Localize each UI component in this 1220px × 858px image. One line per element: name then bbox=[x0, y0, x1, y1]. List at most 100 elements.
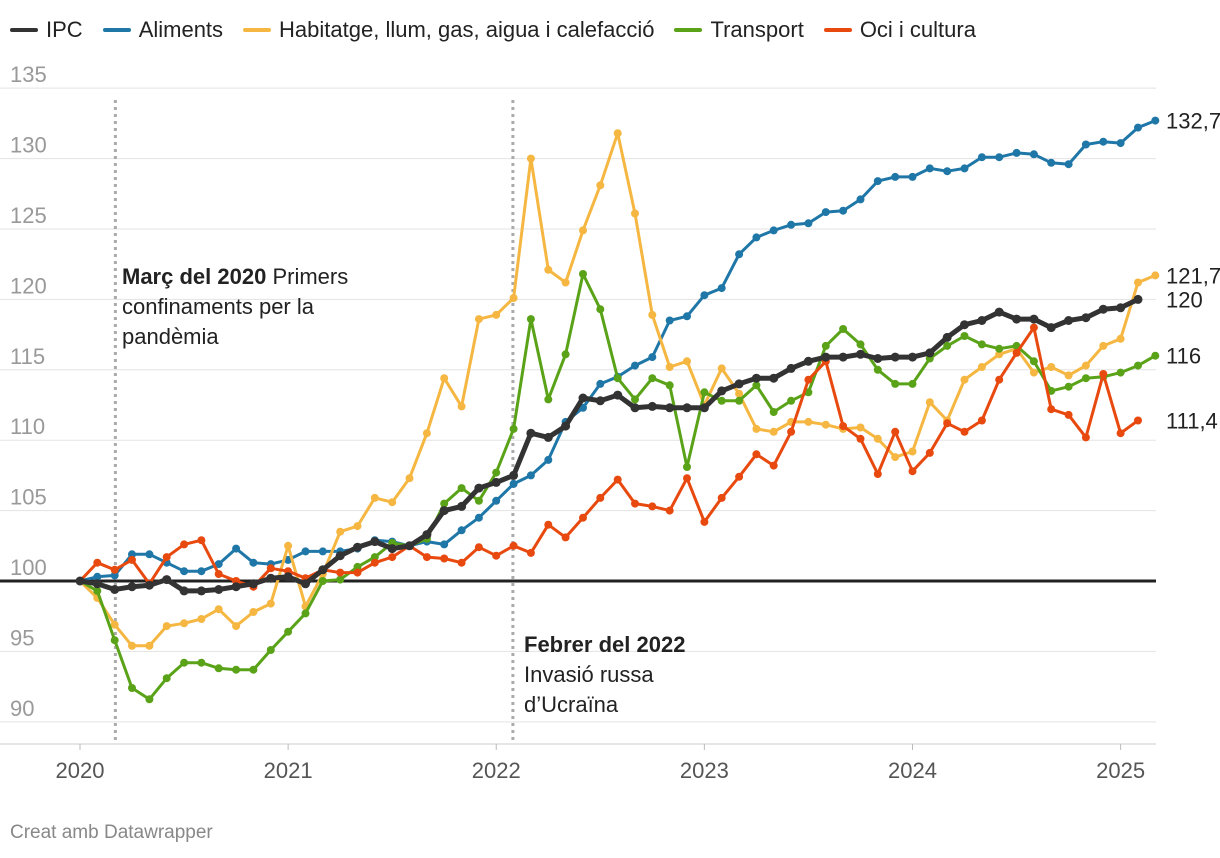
y-tick-label: 125 bbox=[10, 203, 47, 228]
data-point bbox=[977, 416, 986, 425]
data-point bbox=[457, 558, 466, 567]
data-point bbox=[509, 424, 518, 433]
data-point bbox=[1116, 334, 1125, 343]
data-point bbox=[699, 403, 709, 413]
data-point bbox=[787, 396, 796, 405]
legend-item: Transport bbox=[674, 17, 804, 43]
data-point bbox=[942, 332, 952, 342]
data-point bbox=[787, 220, 796, 229]
data-point bbox=[995, 375, 1004, 384]
data-point bbox=[1029, 150, 1038, 159]
data-point bbox=[249, 665, 258, 674]
data-point bbox=[1012, 148, 1021, 157]
series-aliments bbox=[76, 116, 1160, 585]
legend-label: Transport bbox=[710, 17, 804, 42]
data-point bbox=[1116, 139, 1125, 148]
data-point bbox=[474, 496, 483, 505]
data-point bbox=[544, 455, 553, 464]
data-point bbox=[266, 599, 275, 608]
annotation-march-2020: Març del 2020 Primers confinaments per l… bbox=[122, 262, 392, 352]
data-point bbox=[700, 517, 709, 526]
data-point bbox=[596, 181, 605, 190]
x-tick-label: 2020 bbox=[56, 758, 105, 783]
data-point bbox=[630, 403, 640, 413]
data-point bbox=[544, 395, 553, 404]
legend-swatch bbox=[243, 28, 272, 32]
data-point bbox=[1134, 416, 1142, 425]
data-point bbox=[232, 665, 241, 674]
data-point bbox=[214, 664, 223, 673]
data-point bbox=[995, 153, 1004, 162]
data-point bbox=[214, 605, 223, 614]
data-point bbox=[977, 153, 986, 162]
data-point bbox=[891, 427, 900, 436]
x-tick-label: 2022 bbox=[472, 758, 521, 783]
data-point bbox=[144, 580, 154, 590]
data-point bbox=[631, 395, 639, 404]
data-point bbox=[474, 483, 484, 493]
data-point bbox=[544, 520, 553, 529]
data-point bbox=[232, 544, 241, 553]
data-point bbox=[388, 553, 397, 562]
data-point bbox=[682, 403, 692, 413]
data-point bbox=[925, 164, 934, 173]
data-point bbox=[145, 695, 154, 704]
data-point bbox=[526, 471, 535, 480]
data-point bbox=[735, 396, 744, 405]
data-point bbox=[266, 573, 276, 583]
y-tick-label: 95 bbox=[10, 625, 34, 650]
data-point bbox=[93, 572, 102, 581]
data-point bbox=[509, 470, 519, 480]
annotation-february-2022: Febrer del 2022 Invasió russa d’Ucraïna bbox=[524, 630, 714, 720]
data-point bbox=[370, 537, 380, 547]
legend-label: Oci i cultura bbox=[859, 17, 976, 42]
legend-swatch bbox=[823, 28, 852, 32]
data-point bbox=[1081, 313, 1091, 323]
data-point bbox=[613, 475, 622, 484]
data-point bbox=[75, 576, 85, 586]
y-tick-label: 105 bbox=[10, 485, 47, 510]
data-point bbox=[873, 470, 882, 478]
legend-label: Aliments bbox=[138, 17, 224, 42]
data-point bbox=[631, 499, 639, 508]
data-point bbox=[1081, 361, 1090, 370]
data-point bbox=[180, 540, 189, 549]
data-point bbox=[839, 325, 848, 333]
data-point bbox=[1064, 316, 1074, 325]
data-point bbox=[994, 307, 1004, 317]
x-tick-label: 2024 bbox=[888, 758, 937, 783]
data-point bbox=[908, 447, 917, 456]
data-point bbox=[960, 164, 969, 173]
data-point bbox=[1081, 140, 1090, 149]
y-tick-label: 135 bbox=[10, 62, 47, 87]
data-point bbox=[214, 570, 223, 578]
data-point bbox=[752, 381, 761, 390]
data-point bbox=[856, 195, 865, 204]
end-label: 121,7 bbox=[1166, 263, 1220, 288]
data-point bbox=[804, 375, 813, 384]
data-point bbox=[839, 422, 848, 431]
data-point bbox=[370, 493, 379, 502]
data-point bbox=[110, 565, 119, 574]
y-tick-label: 110 bbox=[10, 414, 45, 439]
data-point bbox=[422, 530, 432, 540]
data-point bbox=[1116, 429, 1125, 438]
data-point bbox=[196, 586, 206, 596]
data-point bbox=[474, 543, 483, 552]
data-point bbox=[769, 226, 778, 235]
data-point bbox=[891, 172, 900, 181]
data-point bbox=[492, 551, 501, 560]
data-point bbox=[526, 548, 535, 557]
data-point bbox=[1116, 368, 1125, 377]
data-point bbox=[631, 209, 639, 218]
x-tick-label: 2021 bbox=[264, 758, 313, 783]
data-point bbox=[804, 417, 813, 426]
data-point bbox=[266, 564, 275, 573]
data-point bbox=[249, 608, 258, 616]
data-point bbox=[249, 558, 258, 567]
data-point bbox=[769, 408, 778, 416]
legend-swatch bbox=[674, 28, 703, 32]
data-point bbox=[543, 432, 553, 442]
data-point bbox=[665, 506, 674, 515]
end-label: 116 bbox=[1166, 344, 1201, 369]
